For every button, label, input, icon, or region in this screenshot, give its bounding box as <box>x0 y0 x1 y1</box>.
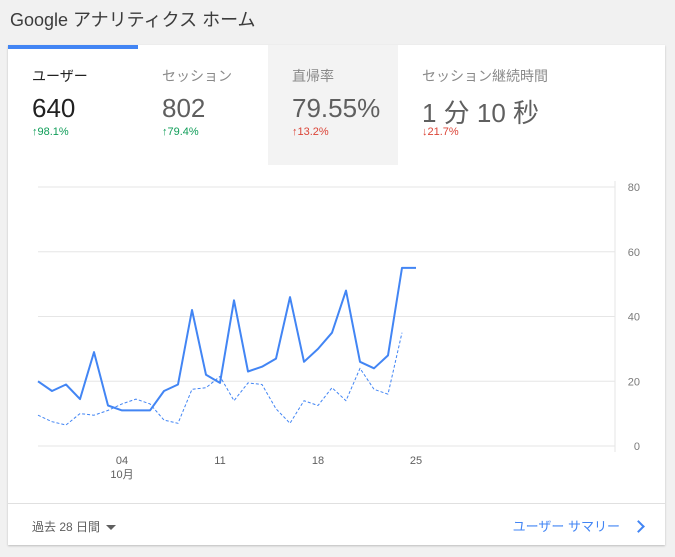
date-range-label: 過去 28 日間 <box>32 520 101 534</box>
metric-change: ↑79.4% <box>162 126 199 138</box>
metric-change: ↑98.1% <box>32 126 69 138</box>
metric-change: ↓21.7% <box>422 126 459 138</box>
metric-tab-session-duration[interactable]: セッション継続時間 1 分 10 秒 ↓21.7% <box>398 45 665 165</box>
analytics-card: ユーザー 640 ↑98.1% セッション 802 ↑79.4% 直帰率 79.… <box>8 45 665 545</box>
page-title: Google アナリティクス ホーム <box>10 10 256 30</box>
y-tick-label: 20 <box>628 376 640 388</box>
summary-link-label: ユーザー サマリー <box>512 519 620 534</box>
active-tab-indicator <box>8 45 138 49</box>
y-tick-label: 0 <box>634 441 640 453</box>
y-tick-label: 80 <box>628 182 640 194</box>
series-line-previous <box>37 332 403 426</box>
metric-label: セッション継続時間 <box>422 68 548 84</box>
x-tick-label: 11 <box>214 455 225 467</box>
metric-value: 802 <box>162 93 206 123</box>
metric-tab-users[interactable]: ユーザー 640 ↑98.1% <box>8 45 138 165</box>
x-tick-label: 04 <box>116 455 128 467</box>
y-tick-label: 40 <box>628 312 640 324</box>
arrow-up-icon: ↑ <box>292 126 298 138</box>
user-summary-link[interactable]: ユーザー サマリー <box>512 516 645 535</box>
x-month-label: 10月 <box>110 469 133 481</box>
date-range-dropdown[interactable]: 過去 28 日間 <box>32 518 117 535</box>
metric-label: セッション <box>162 68 232 84</box>
metric-value: 79.55% <box>292 93 381 123</box>
chevron-right-icon <box>632 520 645 533</box>
x-tick-label: 25 <box>410 455 422 467</box>
metric-label: 直帰率 <box>292 68 334 84</box>
metric-change: ↑13.2% <box>292 126 329 138</box>
line-chart: 80 60 40 20 0 04 11 18 25 10月 <box>37 181 640 481</box>
y-tick-label: 60 <box>628 247 640 259</box>
arrow-up-icon: ↑ <box>162 126 168 138</box>
footer-divider <box>8 503 665 504</box>
caret-down-icon <box>106 525 117 531</box>
metric-tab-bounce-rate[interactable]: 直帰率 79.55% ↑13.2% <box>268 45 398 165</box>
arrow-down-icon: ↓ <box>422 126 428 138</box>
metric-value: 640 <box>32 93 76 123</box>
x-tick-label: 18 <box>312 455 324 467</box>
series-line-current <box>37 266 416 412</box>
arrow-up-icon: ↑ <box>32 126 38 138</box>
metric-tab-sessions[interactable]: セッション 802 ↑79.4% <box>138 45 268 165</box>
metric-label: ユーザー <box>32 68 88 84</box>
metric-value: 1 分 10 秒 <box>422 98 540 128</box>
